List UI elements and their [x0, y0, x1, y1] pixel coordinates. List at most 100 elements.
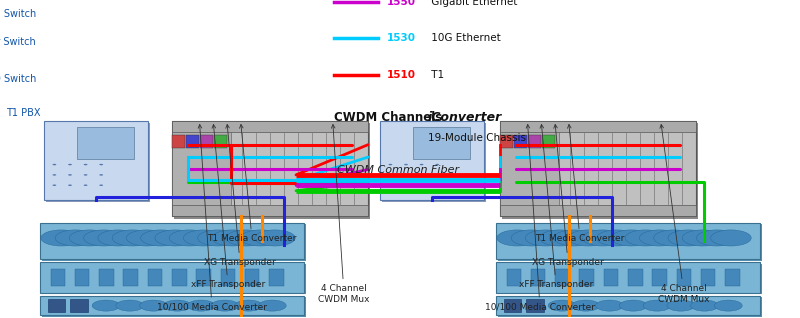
Text: 1550: 1550: [386, 0, 415, 7]
Text: Gigabit Fiber Switch: Gigabit Fiber Switch: [0, 37, 36, 47]
Bar: [500, 132, 558, 205]
Circle shape: [99, 174, 103, 176]
Circle shape: [68, 164, 72, 165]
Circle shape: [420, 184, 423, 186]
Circle shape: [187, 300, 215, 311]
Circle shape: [554, 230, 594, 246]
Bar: [70, 299, 87, 312]
Bar: [555, 269, 570, 286]
Text: T1 Media Converter: T1 Media Converter: [535, 125, 625, 243]
Text: T1: T1: [428, 70, 444, 80]
Circle shape: [84, 184, 87, 186]
Circle shape: [84, 174, 87, 176]
Bar: [677, 269, 691, 286]
Circle shape: [70, 230, 110, 246]
Text: 4 Channel
CWDM Mux: 4 Channel CWDM Mux: [658, 125, 710, 304]
Bar: [496, 296, 760, 315]
Bar: [496, 223, 760, 259]
Bar: [245, 269, 259, 286]
Circle shape: [643, 300, 671, 311]
Bar: [500, 205, 696, 216]
Text: 1510: 1510: [386, 70, 415, 80]
Text: 4 Channel
CWDM Mux: 4 Channel CWDM Mux: [318, 125, 370, 304]
Bar: [42, 224, 306, 261]
Circle shape: [116, 300, 144, 311]
Circle shape: [99, 164, 103, 165]
Circle shape: [53, 174, 56, 176]
Circle shape: [140, 300, 167, 311]
Circle shape: [404, 174, 408, 176]
Bar: [48, 299, 65, 312]
Circle shape: [404, 184, 408, 186]
Bar: [123, 269, 138, 286]
Circle shape: [714, 300, 742, 311]
Bar: [50, 269, 65, 286]
Text: XG Transponder: XG Transponder: [204, 125, 276, 267]
Circle shape: [211, 300, 238, 311]
Circle shape: [654, 230, 694, 246]
Bar: [500, 121, 696, 132]
Bar: [172, 205, 368, 216]
Circle shape: [667, 300, 694, 311]
Circle shape: [53, 164, 56, 165]
Text: 10/100 Media Converter: 10/100 Media Converter: [157, 125, 267, 312]
Bar: [174, 123, 370, 219]
Bar: [542, 135, 555, 148]
Circle shape: [141, 230, 181, 246]
Text: XG Transponder: XG Transponder: [532, 125, 604, 267]
Bar: [604, 269, 618, 286]
Text: 10/100 Media Converter: 10/100 Media Converter: [485, 125, 595, 312]
Bar: [42, 297, 306, 317]
Bar: [498, 264, 762, 294]
Circle shape: [597, 230, 637, 246]
Circle shape: [163, 300, 191, 311]
Circle shape: [84, 230, 124, 246]
Bar: [40, 296, 304, 315]
Text: 19-Module Chassis: 19-Module Chassis: [428, 133, 526, 143]
Bar: [531, 269, 546, 286]
Bar: [196, 269, 211, 286]
Circle shape: [389, 164, 392, 165]
Circle shape: [84, 164, 87, 165]
Circle shape: [183, 230, 224, 246]
Bar: [414, 127, 470, 159]
Bar: [628, 269, 642, 286]
Bar: [652, 269, 667, 286]
Circle shape: [389, 174, 392, 176]
Circle shape: [435, 164, 439, 165]
Circle shape: [53, 184, 56, 186]
Text: iConverter: iConverter: [428, 111, 502, 124]
Circle shape: [258, 300, 286, 311]
Circle shape: [540, 230, 580, 246]
Circle shape: [596, 300, 623, 311]
Bar: [528, 135, 541, 148]
Circle shape: [682, 230, 722, 246]
Text: Gigabit Ethernet: Gigabit Ethernet: [428, 0, 518, 7]
Circle shape: [710, 230, 751, 246]
Circle shape: [169, 230, 210, 246]
Circle shape: [611, 230, 651, 246]
Circle shape: [212, 230, 253, 246]
Circle shape: [420, 174, 423, 176]
Bar: [44, 121, 148, 200]
Bar: [172, 132, 230, 205]
Bar: [172, 135, 185, 148]
Circle shape: [389, 184, 392, 186]
Circle shape: [112, 230, 153, 246]
Bar: [514, 135, 527, 148]
Circle shape: [572, 300, 600, 311]
Bar: [506, 269, 521, 286]
Bar: [221, 269, 235, 286]
Bar: [579, 269, 594, 286]
Text: CWDM Common Fiber: CWDM Common Fiber: [337, 165, 458, 176]
Text: 10/100 Switch: 10/100 Switch: [0, 74, 36, 84]
Bar: [40, 262, 304, 293]
Bar: [382, 123, 486, 202]
Circle shape: [241, 230, 281, 246]
Circle shape: [92, 300, 120, 311]
Text: 10G Switch: 10G Switch: [0, 9, 36, 19]
Circle shape: [639, 230, 680, 246]
Text: xFF Transponder: xFF Transponder: [191, 125, 265, 289]
Bar: [269, 269, 284, 286]
Bar: [200, 135, 213, 148]
